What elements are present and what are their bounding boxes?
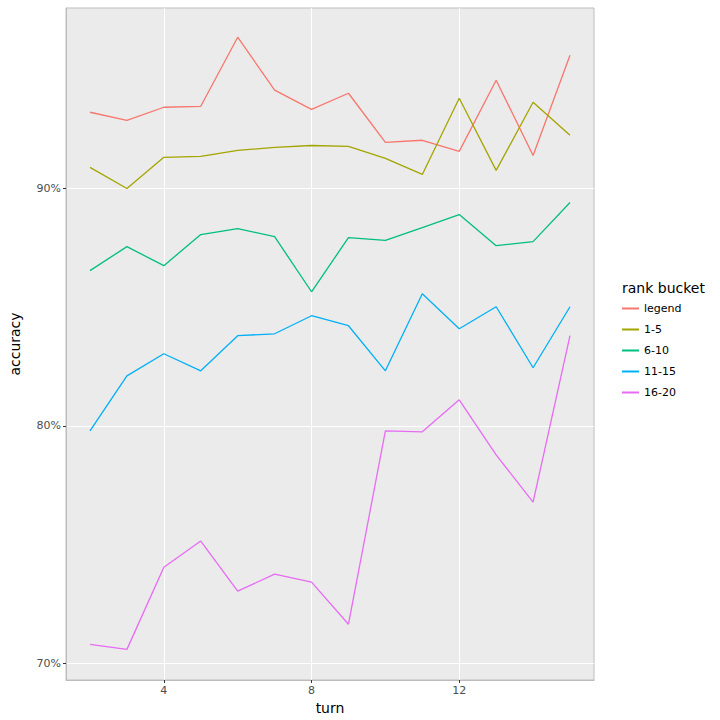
svg-text:turn: turn [316, 700, 345, 716]
svg-text:70%: 70% [37, 657, 61, 670]
svg-text:8: 8 [308, 684, 315, 697]
svg-text:4: 4 [160, 684, 167, 697]
svg-text:accuracy: accuracy [7, 312, 23, 375]
svg-text:90%: 90% [37, 182, 61, 195]
svg-text:rank bucket: rank bucket [622, 280, 705, 296]
svg-text:6-10: 6-10 [644, 344, 669, 357]
svg-text:legend: legend [644, 302, 682, 315]
svg-text:16-20: 16-20 [644, 386, 676, 399]
svg-text:12: 12 [452, 684, 466, 697]
svg-text:1-5: 1-5 [644, 323, 662, 336]
svg-text:80%: 80% [37, 419, 61, 432]
svg-text:11-15: 11-15 [644, 365, 676, 378]
